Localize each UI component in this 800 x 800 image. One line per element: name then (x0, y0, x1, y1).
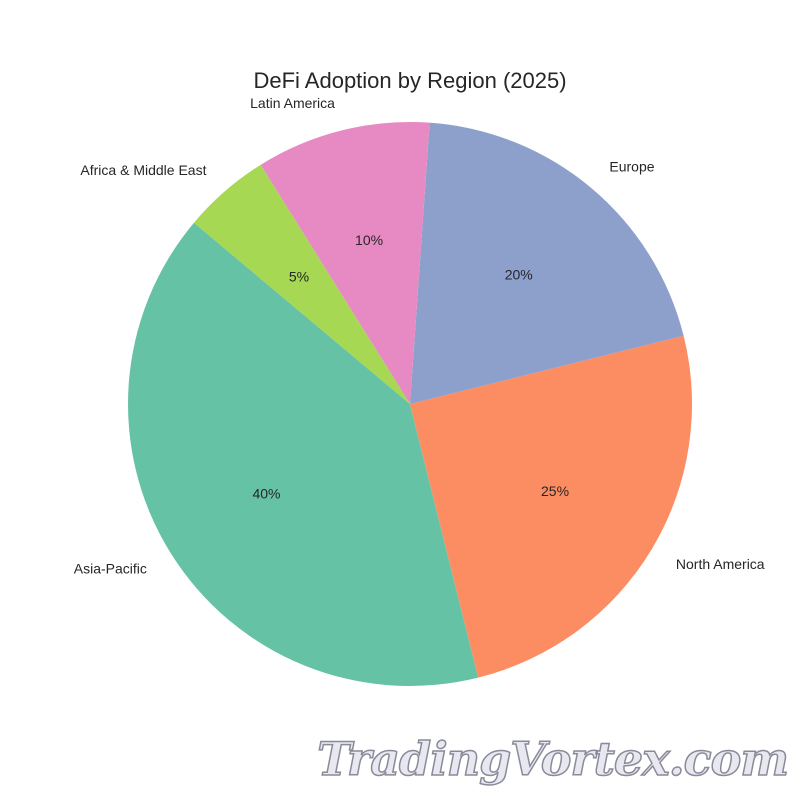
slice-percent-label: 5% (289, 268, 309, 284)
slice-label: North America (676, 556, 765, 572)
slice-label: Asia-Pacific (74, 560, 147, 576)
slice-label: Latin America (250, 95, 335, 111)
slice-percent-label: 10% (355, 232, 383, 248)
watermark-logo: TradingVortex.com (316, 731, 789, 787)
slice-label: Europe (609, 158, 654, 174)
pie-slice-north-america (410, 335, 692, 678)
pie-slice-europe (410, 122, 684, 404)
slice-percent-label: 20% (505, 266, 533, 282)
pie-slice-africa-middle-east (193, 164, 410, 404)
chart-title: DeFi Adoption by Region (2025) (253, 68, 566, 93)
slice-label: Africa & Middle East (80, 162, 206, 178)
slice-percent-label: 25% (541, 483, 569, 499)
pie-slice-latin-america (260, 122, 430, 404)
pie-slice-asia-pacific (128, 222, 479, 686)
slice-percent-label: 40% (252, 486, 280, 502)
